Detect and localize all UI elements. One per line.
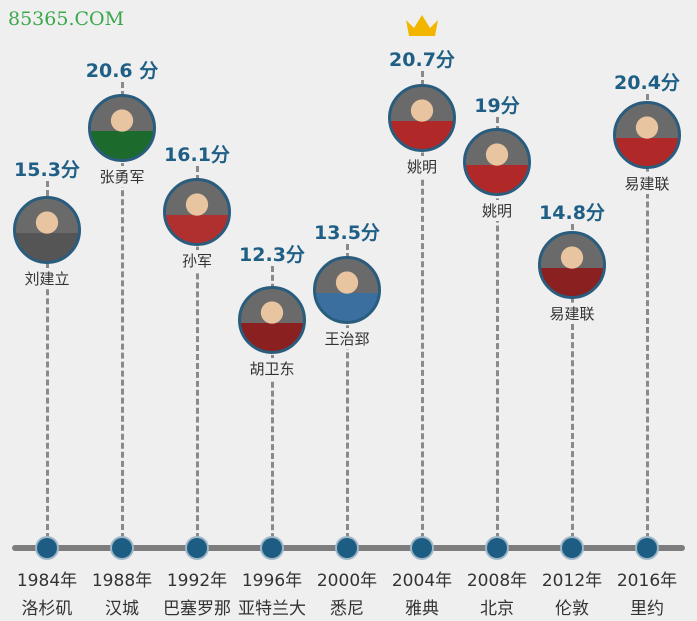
connector-line <box>270 266 274 548</box>
timeline-dot <box>412 538 432 558</box>
player-photo <box>388 84 456 152</box>
timeline-dot <box>187 538 207 558</box>
player-name: 张勇军 <box>97 166 147 187</box>
timeline-dot <box>487 538 507 558</box>
value-label: 15.3分 <box>14 159 80 181</box>
timeline-dot <box>562 538 582 558</box>
year-label: 2016年 <box>616 571 678 591</box>
player-photo <box>613 101 681 169</box>
player-photo <box>463 128 531 196</box>
value-label: 13.5分 <box>314 222 380 244</box>
value-label: 12.3分 <box>239 244 305 266</box>
city-label: 伦敦 <box>555 599 589 619</box>
city-label: 北京 <box>480 599 514 619</box>
timeline-dot <box>637 538 657 558</box>
player-photo <box>538 231 606 299</box>
timeline-dot <box>37 538 57 558</box>
timeline-dot <box>262 538 282 558</box>
player-photo <box>88 94 156 162</box>
player-photo <box>163 178 231 246</box>
crown-icon <box>406 15 438 36</box>
year-label: 2004年 <box>391 571 453 591</box>
value-label: 19分 <box>474 95 520 117</box>
city-label: 里约 <box>630 599 664 619</box>
city-label: 亚特兰大 <box>238 599 306 619</box>
connector-line <box>195 166 199 548</box>
watermark: 85365.COM <box>8 8 125 30</box>
player-name: 易建联 <box>547 303 597 324</box>
year-label: 1984年 <box>16 571 78 591</box>
connector-line <box>345 244 349 548</box>
value-label: 14.8分 <box>539 202 605 224</box>
value-label: 20.7分 <box>389 49 455 71</box>
connector-line <box>120 82 124 548</box>
city-label: 雅典 <box>405 599 439 619</box>
year-label: 1988年 <box>91 571 153 591</box>
player-name: 胡卫东 <box>247 358 297 379</box>
value-label: 20.4分 <box>614 72 680 94</box>
player-name: 王治郅 <box>322 328 372 349</box>
player-name: 孙军 <box>179 250 215 271</box>
connector-line <box>645 94 649 548</box>
player-name: 姚明 <box>479 200 515 221</box>
city-label: 汉城 <box>105 599 139 619</box>
year-label: 1996年 <box>241 571 303 591</box>
connector-line <box>420 71 424 548</box>
year-label: 2012年 <box>541 571 603 591</box>
player-name: 姚明 <box>404 156 440 177</box>
connector-line <box>495 117 499 548</box>
timeline-dot <box>337 538 357 558</box>
player-name: 刘建立 <box>22 268 72 289</box>
connector-line <box>45 181 49 548</box>
timeline-dot <box>112 538 132 558</box>
connector-line <box>570 224 574 548</box>
player-photo <box>13 196 81 264</box>
year-label: 2008年 <box>466 571 528 591</box>
player-name: 易建联 <box>622 173 672 194</box>
value-label: 16.1分 <box>164 144 230 166</box>
city-label: 洛杉矶 <box>21 599 73 619</box>
player-photo <box>238 286 306 354</box>
value-label: 20.6 分 <box>85 60 159 82</box>
city-label: 巴塞罗那 <box>163 599 231 619</box>
year-label: 2000年 <box>316 571 378 591</box>
city-label: 悉尼 <box>330 599 364 619</box>
player-photo <box>313 256 381 324</box>
year-label: 1992年 <box>166 571 228 591</box>
